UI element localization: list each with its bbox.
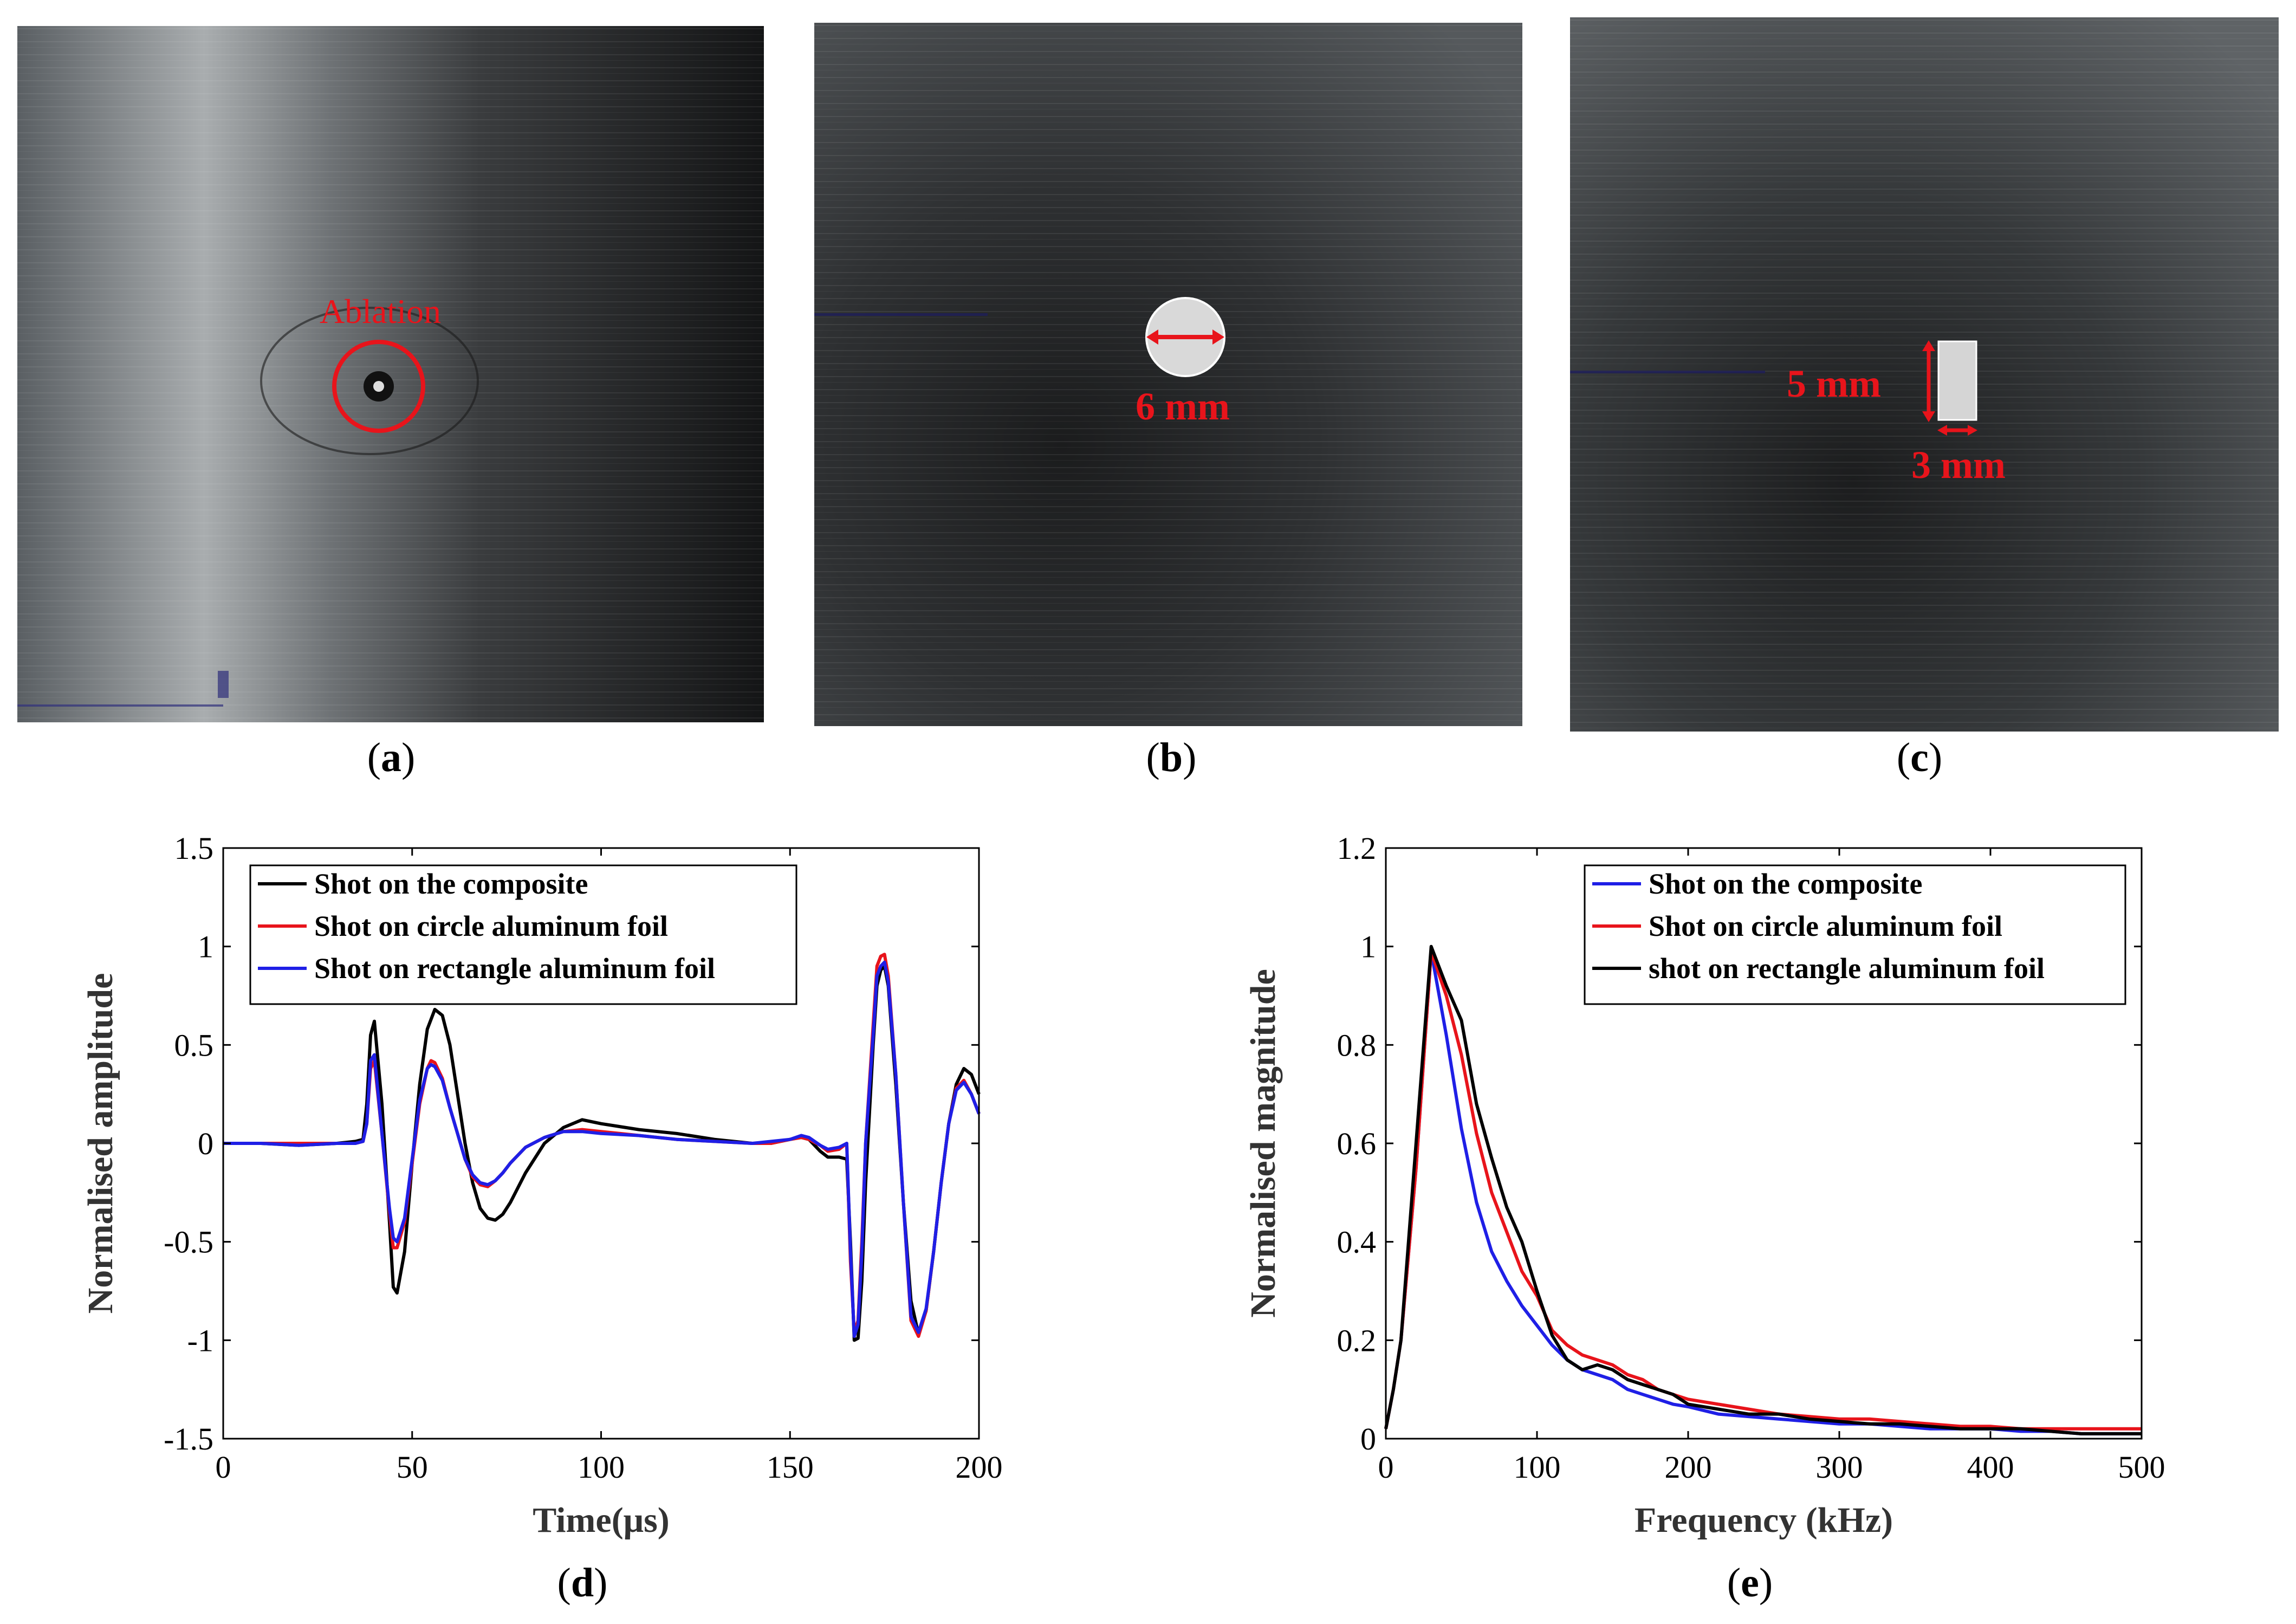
y-tick-label: 1.5 (174, 831, 214, 866)
caption-c: (c) (1896, 735, 1943, 780)
x-tick-label: 150 (767, 1450, 814, 1485)
series-line-1 (1384, 949, 2142, 1435)
y-tick-label: 0 (198, 1126, 213, 1161)
y-tick-label: -1.5 (164, 1421, 213, 1457)
legend-label: Shot on circle aluminum foil (314, 910, 668, 942)
y-tick-label: 0 (1360, 1421, 1376, 1457)
photo-c: 5 mm 3 mm (1570, 17, 2279, 732)
caption-a: (a) (367, 735, 416, 780)
legend-label: Shot on rectangle aluminum foil (314, 952, 715, 985)
y-tick-label: 0.8 (1337, 1027, 1377, 1063)
photo-a: Ablation (17, 26, 764, 722)
caption-d: (d) (557, 1560, 608, 1606)
y-tick-label: 1.2 (1337, 831, 1377, 866)
photo-c-image: 5 mm 3 mm (1570, 17, 2279, 732)
x-tick-label: 500 (2118, 1450, 2165, 1485)
legend-box (1584, 864, 2126, 1005)
caption-b: (b) (1146, 735, 1197, 780)
width-label: 3 mm (1911, 443, 2006, 487)
legend-label: Shot on circle aluminum foil (1649, 910, 2002, 942)
caption-e: (e) (1727, 1560, 1773, 1606)
diameter-label: 6 mm (1136, 385, 1230, 428)
y-tick-label: 0.4 (1337, 1225, 1377, 1260)
x-tick-label: 100 (578, 1450, 625, 1485)
legend: Shot on the composite Shot on circle alum… (1584, 864, 2126, 1005)
x-axis-label: Frequency (kHz) (1635, 1500, 1893, 1540)
legend-label: shot on rectangle aluminum foil (1649, 952, 2045, 985)
legend-label: Shot on the composite (314, 868, 588, 900)
y-axis-label: Normalised amplitude (81, 973, 120, 1314)
height-label: 5 mm (1787, 362, 1881, 405)
ablation-marker-circle (332, 340, 425, 433)
chart-e: 0 100 200 300 400 500 0 0.2 0.4 0.6 0.8 1 1.2 Frequen… (1243, 831, 2165, 1540)
y-tick-label: 0.5 (174, 1027, 214, 1063)
ablation-label: Ablation (320, 292, 441, 331)
series-line-3 (1384, 944, 2142, 1435)
y-tick-label: 1 (1360, 929, 1376, 965)
x-axis-label: Time(μs) (533, 1500, 670, 1540)
x-tick-label: 0 (1378, 1450, 1394, 1485)
photo-b: 6 mm (814, 23, 1522, 726)
x-tick-label: 0 (216, 1450, 231, 1485)
y-tick-label: 0.2 (1337, 1323, 1377, 1358)
x-tick-label: 400 (1967, 1450, 2014, 1485)
y-tick-label: -0.5 (164, 1225, 213, 1260)
y-axis-label: Normalised magnitude (1243, 969, 1283, 1318)
y-tick-label: 1 (198, 929, 213, 965)
x-tick-label: 200 (956, 1450, 1003, 1485)
rectangle-foil (1937, 340, 1977, 421)
y-tick-label: 0.6 (1337, 1126, 1377, 1161)
series-line-3 (223, 960, 981, 1338)
photo-b-image: 6 mm (814, 23, 1522, 726)
legend-label: Shot on the composite (1649, 868, 1923, 900)
legend: Shot on the composite Shot on circle alum… (249, 864, 797, 1005)
x-tick-label: 100 (1514, 1450, 1561, 1485)
photo-a-image: Ablation (17, 26, 764, 722)
series-line-2 (1384, 949, 2142, 1431)
x-tick-label: 200 (1665, 1450, 1712, 1485)
x-tick-label: 300 (1816, 1450, 1863, 1485)
legend-box (249, 864, 797, 1005)
x-tick-label: 50 (397, 1450, 428, 1485)
chart-d: 0 50 100 150 200 -1.5 -1 -0.5 0 0.5 1 1.5 Time(μs) No… (81, 831, 1003, 1540)
y-tick-label: -1 (187, 1323, 213, 1358)
